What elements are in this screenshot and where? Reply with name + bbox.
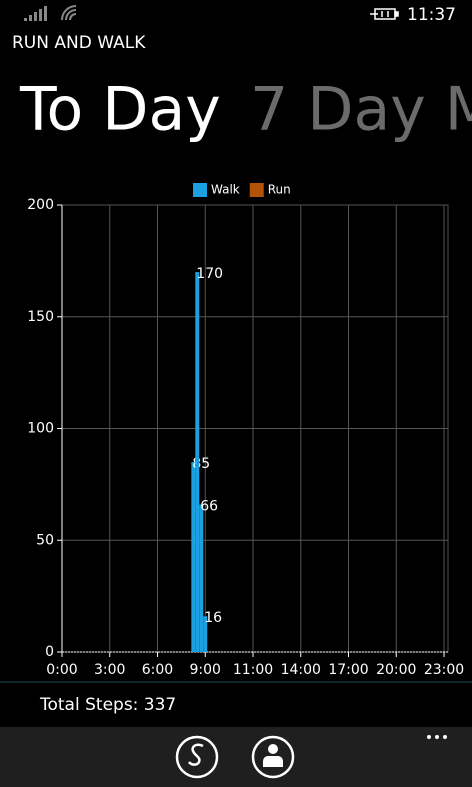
total-steps: Total Steps: 337 <box>39 695 176 715</box>
data-label: 66 <box>200 498 218 514</box>
chart: 0 50 100 150 200 0:00 3:00 6:00 9:00 11:00 14:00 17… <box>27 183 464 679</box>
bar <box>199 504 204 652</box>
y-tick-label: 200 <box>27 197 54 213</box>
x-tick-label: 6:00 <box>142 662 173 678</box>
x-tick-label: 14:00 <box>281 662 321 678</box>
legend-label: Walk <box>211 183 240 197</box>
x-tick-label: 20:00 <box>376 662 416 678</box>
x-tick-label: 9:00 <box>190 662 221 678</box>
data-label: 16 <box>204 610 222 626</box>
data-label: 85 <box>192 456 210 472</box>
x-tick-label: 23:00 <box>424 662 464 678</box>
y-tick-label: 50 <box>36 532 54 548</box>
bar <box>191 462 196 652</box>
y-tick-label: 0 <box>45 644 54 660</box>
more-button[interactable] <box>427 735 447 739</box>
profile-button[interactable] <box>251 735 295 779</box>
data-label: 170 <box>196 266 223 282</box>
start-button[interactable] <box>175 735 219 779</box>
pivot-header-active[interactable]: To Day <box>19 75 221 145</box>
x-tick-label: 11:00 <box>233 662 273 678</box>
app-bar <box>0 727 472 787</box>
x-tick-label: 17:00 <box>328 662 368 678</box>
signal-icon <box>24 6 47 21</box>
x-tick-label: 0:00 <box>46 662 77 678</box>
wifi-icon <box>61 5 77 21</box>
legend-label: Run <box>268 183 291 197</box>
y-tick-label: 100 <box>27 421 54 437</box>
y-tick-label: 150 <box>27 309 54 325</box>
app-title: RUN AND WALK <box>12 33 146 53</box>
x-tick-label: 3:00 <box>94 662 125 678</box>
clock: 11:37 <box>407 5 456 25</box>
pivot-header[interactable]: 7 Day M <box>250 75 472 145</box>
bar <box>195 272 200 652</box>
legend-swatch <box>193 183 207 197</box>
bar <box>203 616 208 652</box>
battery-icon <box>370 8 399 20</box>
legend-swatch <box>249 183 264 197</box>
